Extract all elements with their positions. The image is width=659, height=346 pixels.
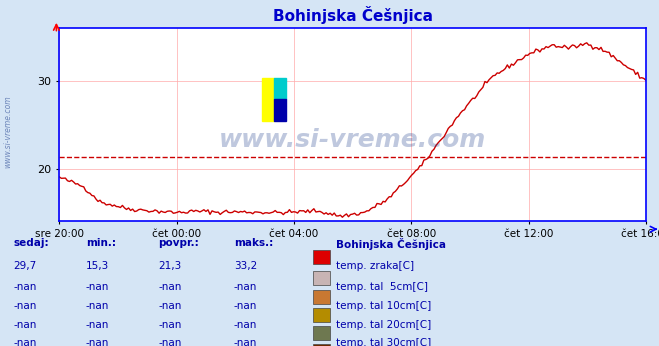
Text: 15,3: 15,3: [86, 261, 109, 271]
Polygon shape: [262, 78, 274, 121]
Text: -nan: -nan: [86, 282, 109, 292]
Bar: [313, 290, 330, 304]
Text: 29,7: 29,7: [13, 261, 36, 271]
Text: -nan: -nan: [234, 301, 257, 311]
Text: -nan: -nan: [86, 320, 109, 330]
Text: -nan: -nan: [158, 320, 181, 330]
Bar: [313, 344, 330, 346]
Text: -nan: -nan: [158, 301, 181, 311]
Text: temp. tal 30cm[C]: temp. tal 30cm[C]: [336, 338, 432, 346]
Text: temp. tal 10cm[C]: temp. tal 10cm[C]: [336, 301, 432, 311]
Polygon shape: [274, 78, 286, 99]
Bar: [313, 249, 330, 264]
Text: sedaj:: sedaj:: [13, 238, 49, 248]
Text: -nan: -nan: [234, 282, 257, 292]
Text: povpr.:: povpr.:: [158, 238, 199, 248]
Bar: [313, 308, 330, 322]
Text: -nan: -nan: [13, 301, 36, 311]
Text: 33,2: 33,2: [234, 261, 257, 271]
Text: -nan: -nan: [13, 282, 36, 292]
Text: -nan: -nan: [86, 338, 109, 346]
Text: Bohinjska Češnjica: Bohinjska Češnjica: [336, 238, 446, 250]
Text: -nan: -nan: [234, 338, 257, 346]
Text: temp. zraka[C]: temp. zraka[C]: [336, 261, 415, 271]
Text: temp. tal 20cm[C]: temp. tal 20cm[C]: [336, 320, 432, 330]
Bar: [313, 271, 330, 285]
Text: -nan: -nan: [13, 320, 36, 330]
Text: temp. tal  5cm[C]: temp. tal 5cm[C]: [336, 282, 428, 292]
Text: -nan: -nan: [86, 301, 109, 311]
Text: www.si-vreme.com: www.si-vreme.com: [3, 95, 13, 168]
Text: -nan: -nan: [234, 320, 257, 330]
Text: 21,3: 21,3: [158, 261, 181, 271]
Bar: [313, 326, 330, 340]
Text: -nan: -nan: [158, 282, 181, 292]
Title: Bohinjska Češnjica: Bohinjska Češnjica: [273, 6, 432, 24]
Text: maks.:: maks.:: [234, 238, 273, 248]
Text: www.si-vreme.com: www.si-vreme.com: [219, 128, 486, 152]
Text: -nan: -nan: [158, 338, 181, 346]
Text: -nan: -nan: [13, 338, 36, 346]
Polygon shape: [274, 99, 286, 121]
Text: min.:: min.:: [86, 238, 116, 248]
